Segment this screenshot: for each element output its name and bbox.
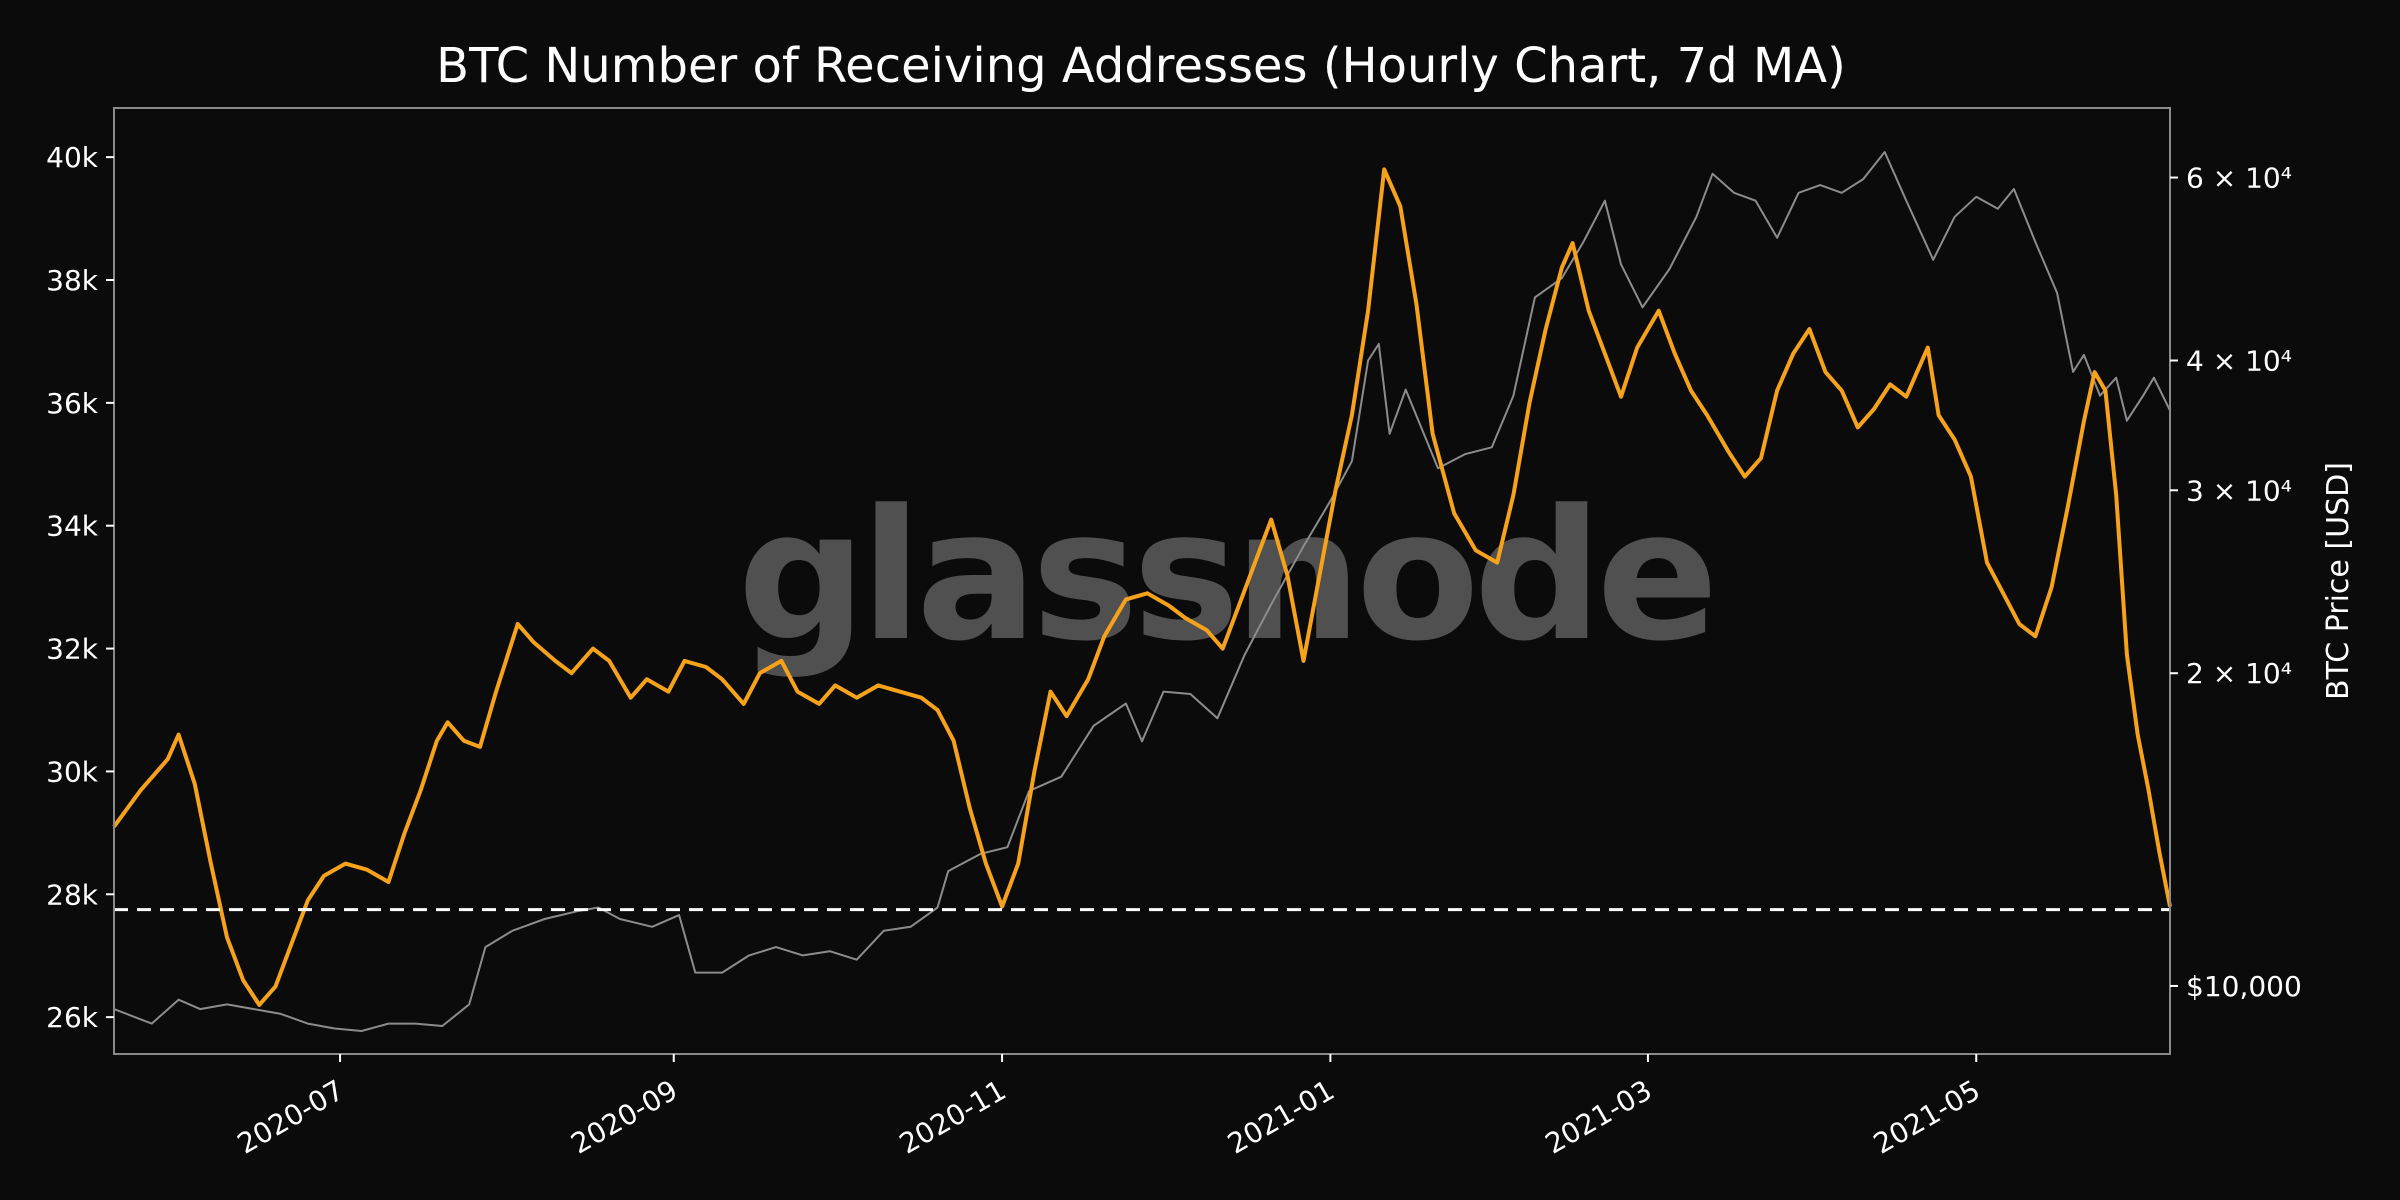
btc-price-line xyxy=(113,151,2171,1032)
left-tick-label: 28k xyxy=(46,878,99,911)
addresses-series-layer xyxy=(112,167,2172,1007)
left-tick-label: 26k xyxy=(46,1001,99,1034)
right-tick-label: $10,000 xyxy=(2186,970,2302,1003)
right-tick-label: 2 × 10⁴ xyxy=(2186,657,2292,690)
right-tick-label: 3 × 10⁴ xyxy=(2186,474,2292,507)
plot-frame xyxy=(113,107,2171,1055)
left-tick-label: 38k xyxy=(46,264,99,297)
right-axis: $10,000 2 × 10⁴ 3 × 10⁴ 4 × 10⁴ 6 × 10⁴ xyxy=(2170,162,2302,1003)
price-series-layer xyxy=(113,151,2171,1032)
receiving-addresses-line xyxy=(112,167,2172,1007)
watermark: glassnode xyxy=(737,472,1712,681)
left-tick-label: 36k xyxy=(46,387,99,420)
left-tick-label: 32k xyxy=(46,633,99,666)
right-tick-label: 4 × 10⁴ xyxy=(2186,344,2292,377)
chart-title: BTC Number of Receiving Addresses (Hourl… xyxy=(436,38,1846,94)
left-tick-label: 34k xyxy=(46,510,99,543)
left-tick-label: 30k xyxy=(46,755,99,788)
right-tick-label: 6 × 10⁴ xyxy=(2186,162,2292,195)
right-axis-label: BTC Price [USD] xyxy=(2321,462,2356,700)
left-tick-label: 40k xyxy=(46,141,99,174)
left-axis: 26k 28k 30k 32k 34k 36k 38k 40k xyxy=(46,141,114,1034)
